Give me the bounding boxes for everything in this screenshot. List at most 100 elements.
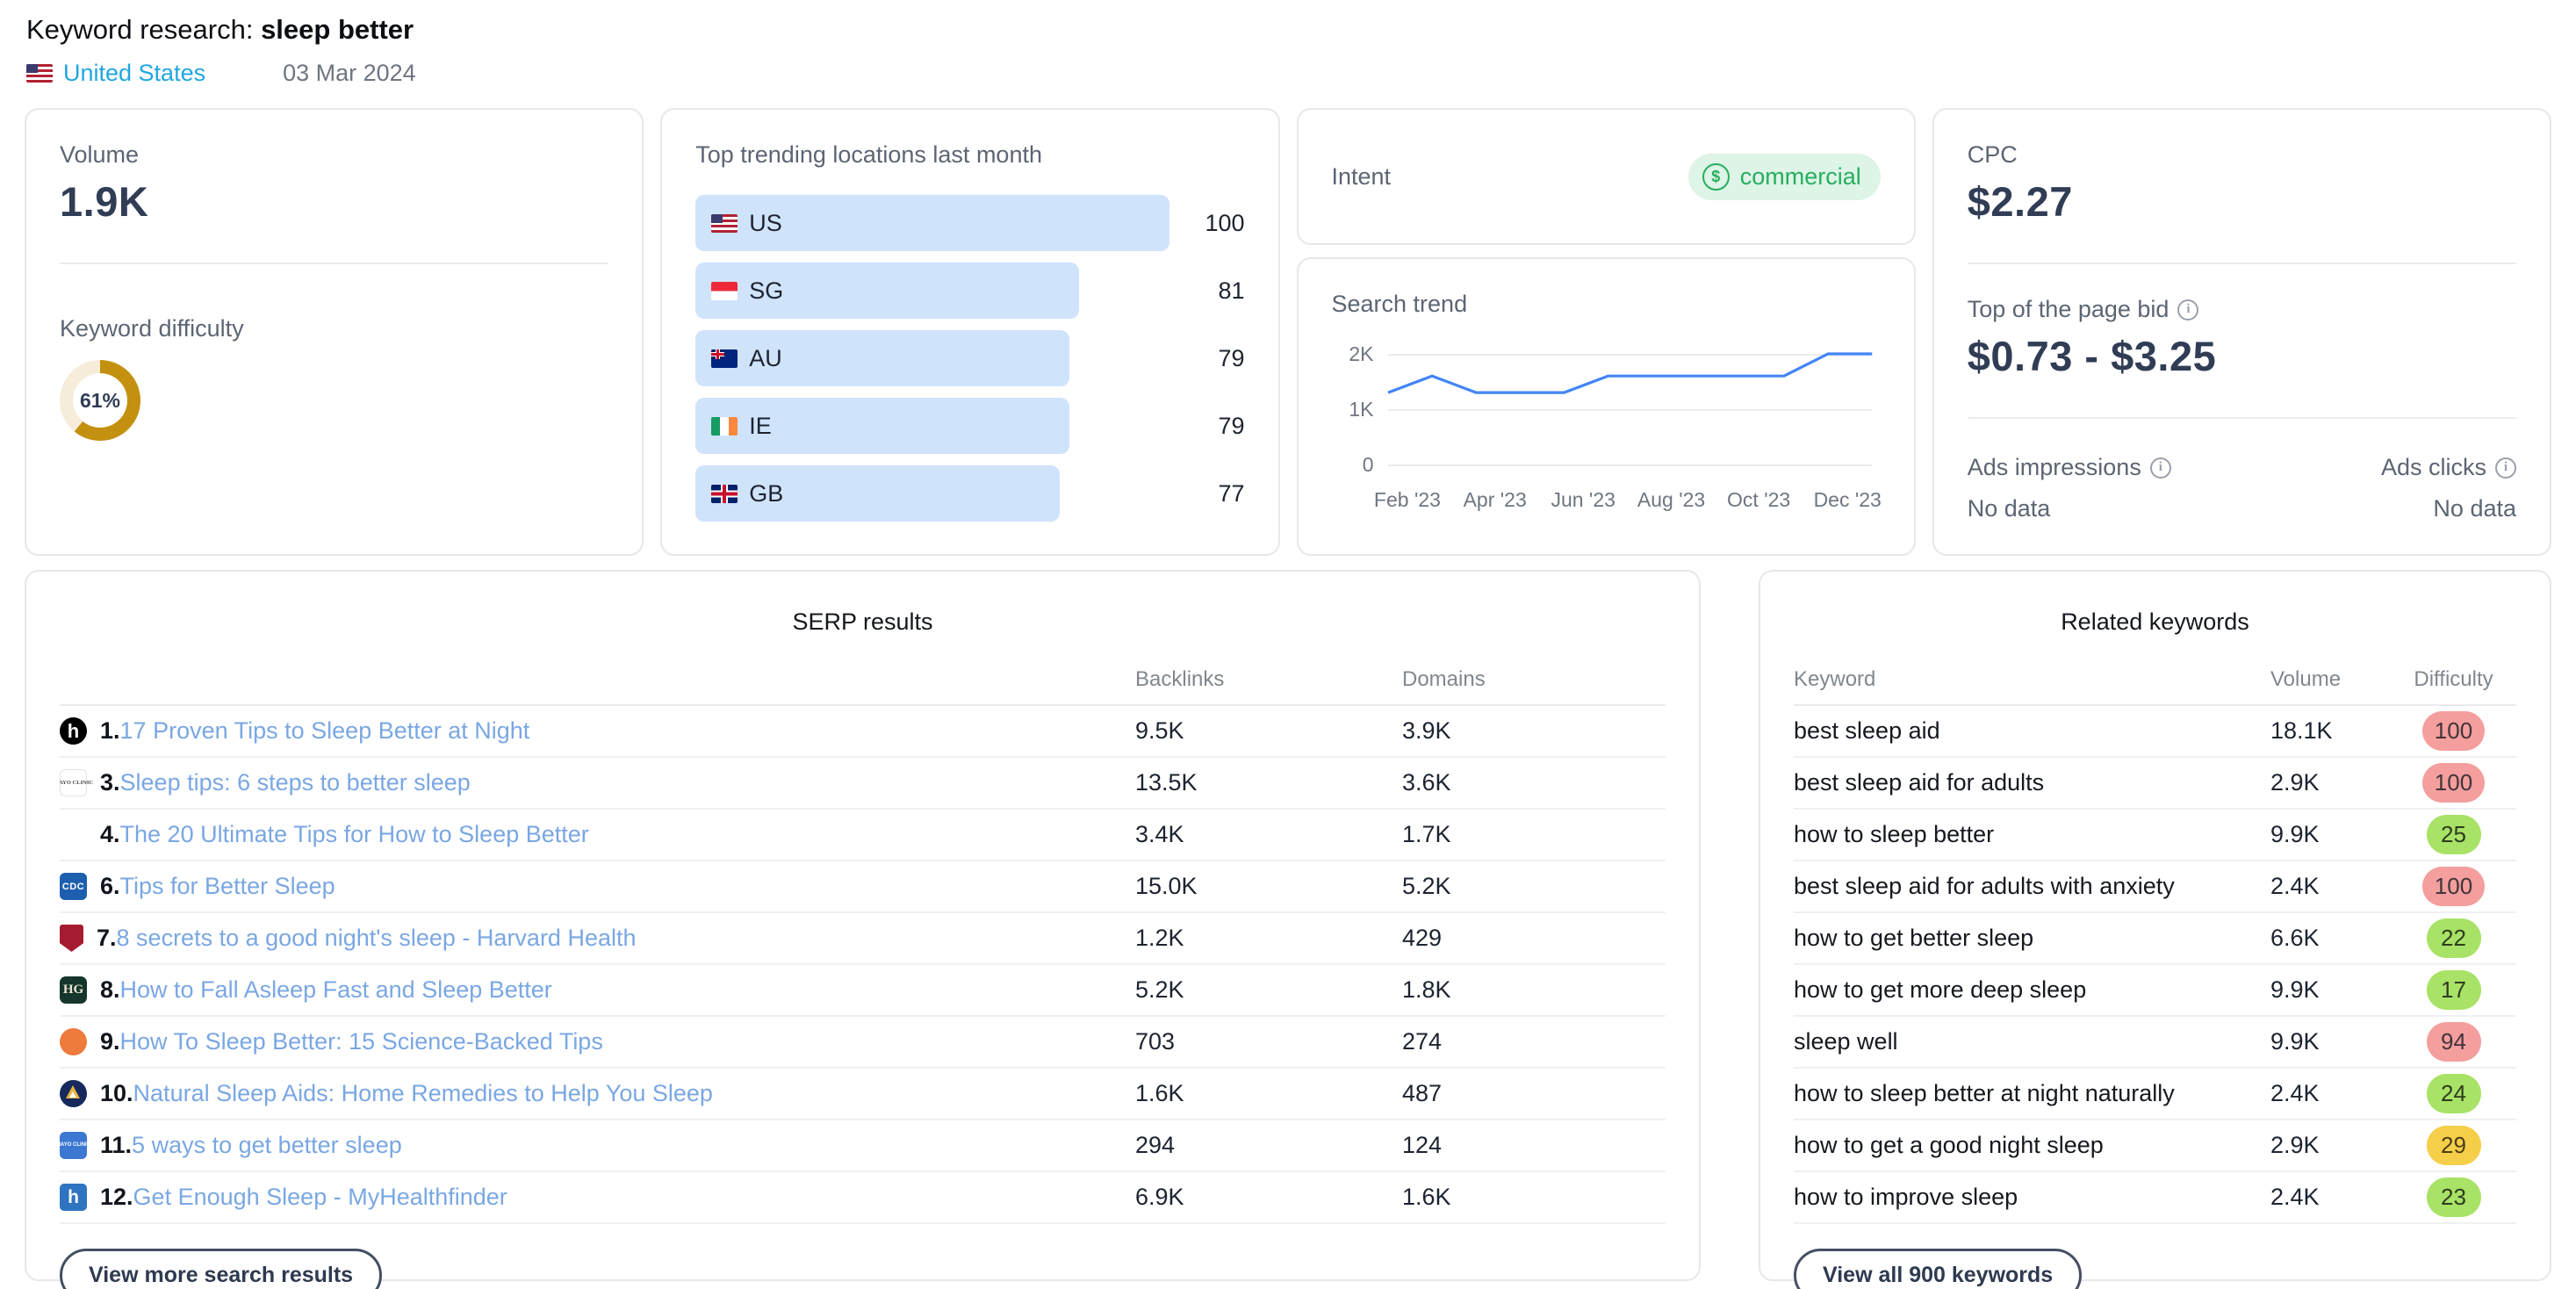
view-all-keywords-button[interactable]: View all 900 keywords — [1794, 1249, 2083, 1289]
serp-result-link[interactable]: Get Enough Sleep - MyHealthfinder — [133, 1184, 507, 1210]
keyword-text: how to get more deep sleep — [1794, 976, 2087, 1003]
keyword-text: best sleep aid — [1794, 717, 1940, 744]
country-selector[interactable]: United States — [26, 60, 205, 87]
gridline — [1387, 464, 1872, 466]
location-value: 79 — [1218, 412, 1245, 439]
serp-row: 10.Natural Sleep Aids: Home Remedies to … — [60, 1069, 1666, 1120]
keyword-volume: 2.4K — [2270, 1080, 2320, 1106]
ads-impressions-value: No data — [1967, 495, 2051, 522]
keyword-volume: 9.9K — [2270, 821, 2320, 847]
serp-result-link[interactable]: Natural Sleep Aids: Home Remedies to Hel… — [133, 1080, 713, 1106]
serp-rank: 6. — [100, 873, 120, 899]
location-code: GB — [749, 479, 784, 507]
difficulty-badge: 94 — [2426, 1022, 2481, 1062]
ads-clicks-value: No data — [2433, 495, 2516, 522]
trending-locations-card: Top trending locations last month US 100… — [660, 108, 1280, 556]
country-label[interactable]: United States — [63, 60, 206, 86]
location-bar-row: AU 79 — [695, 330, 1245, 386]
location-value: 81 — [1218, 277, 1245, 304]
serp-result-link[interactable]: The 20 Ultimate Tips for How to Sleep Be… — [119, 821, 589, 847]
difficulty-column-header: Difficulty — [2414, 667, 2493, 691]
volume-value: 1.9K — [60, 178, 149, 225]
serp-row: CDC 6.Tips for Better Sleep 15.0K 5.2K — [60, 861, 1666, 913]
serp-result-link[interactable]: Sleep tips: 6 steps to better sleep — [119, 769, 471, 796]
related-keyword-row: how to improve sleep 2.4K 23 — [1794, 1172, 2516, 1224]
serp-result-link[interactable]: How to Fall Asleep Fast and Sleep Better — [119, 976, 552, 1003]
view-more-search-results-button[interactable]: View more search results — [60, 1249, 383, 1289]
us-flag-icon — [711, 213, 738, 233]
x-tick-label: Apr '23 — [1463, 488, 1527, 511]
divider — [60, 263, 609, 264]
gb-flag-icon — [711, 484, 738, 503]
related-keyword-row: how to sleep better at night naturally 2… — [1794, 1069, 2516, 1120]
related-keyword-row: sleep well 9.9K 94 — [1794, 1017, 2516, 1069]
location-bar: IE — [695, 398, 1070, 454]
backlinks-value: 1.2K — [1135, 925, 1184, 951]
page-header: Keyword research: sleep better United St… — [0, 0, 2576, 87]
related-keyword-row: best sleep aid for adults 2.9K 100 — [1794, 758, 2516, 810]
x-tick-label: Feb '23 — [1373, 488, 1441, 511]
difficulty-badge: 17 — [2426, 970, 2481, 1010]
divider — [1967, 417, 2516, 419]
y-tick-label: 0 — [1362, 453, 1374, 476]
dollar-circle-icon: $ — [1702, 162, 1730, 191]
serp-result-link[interactable]: 5 ways to get better sleep — [132, 1132, 402, 1158]
x-tick-label: Oct '23 — [1727, 488, 1791, 511]
location-bar-row: GB 77 — [695, 465, 1245, 522]
gridline — [1387, 409, 1872, 411]
domains-column-header: Domains — [1402, 667, 1486, 691]
backlinks-value: 9.5K — [1135, 717, 1184, 744]
search-trend-title: Search trend — [1331, 291, 1468, 317]
domains-value: 274 — [1402, 1028, 1443, 1055]
page-title-keyword: sleep better — [261, 14, 414, 45]
serp-row: HG 8.How to Fall Asleep Fast and Sleep B… — [60, 965, 1666, 1017]
keyword-volume: 2.4K — [2270, 873, 2320, 899]
backlinks-value: 5.2K — [1135, 976, 1184, 1003]
serp-rank: 8. — [100, 976, 120, 1003]
serp-result-link[interactable]: How To Sleep Better: 15 Science-Backed T… — [119, 1028, 603, 1055]
serp-rank: 10. — [100, 1080, 133, 1106]
location-code: SG — [749, 277, 784, 304]
keyword-text: how to improve sleep — [1794, 1184, 2018, 1210]
serp-result-link[interactable]: 8 secrets to a good night's sleep - Harv… — [116, 925, 637, 951]
location-value: 77 — [1218, 479, 1245, 507]
info-icon[interactable] — [2177, 299, 2199, 320]
difficulty-badge: 29 — [2426, 1126, 2481, 1165]
domains-value: 5.2K — [1402, 873, 1451, 899]
hg-favicon: HG — [60, 976, 87, 1004]
search-trend-chart: 2K 1K 0 Feb '23 Apr '23 Jun '23 Aug '23 … — [1349, 342, 1881, 515]
backlinks-value: 1.6K — [1135, 1080, 1184, 1106]
serp-row: 7.8 secrets to a good night's sleep - Ha… — [60, 913, 1666, 965]
serp-result-link[interactable]: Tips for Better Sleep — [119, 873, 335, 899]
related-keyword-row: best sleep aid for adults with anxiety 2… — [1794, 861, 2516, 913]
y-tick-label: 2K — [1349, 342, 1374, 365]
location-value: 79 — [1218, 344, 1245, 371]
harvard-shield-favicon — [60, 925, 83, 952]
trending-locations-title: Top trending locations last month — [695, 141, 1042, 168]
serp-rank: 7. — [97, 925, 117, 951]
serp-rank: 9. — [100, 1028, 120, 1055]
related-keywords-title: Related keywords — [2061, 608, 2249, 635]
keyword-volume: 2.4K — [2270, 1184, 2320, 1210]
info-icon[interactable] — [2495, 457, 2516, 479]
location-value: 100 — [1205, 209, 1245, 236]
backlinks-value: 13.5K — [1135, 769, 1198, 796]
related-keyword-row: how to get better sleep 6.6K 22 — [1794, 913, 2516, 965]
location-bar-row: IE 79 — [695, 398, 1245, 454]
info-icon[interactable] — [2149, 457, 2171, 479]
keyword-text: how to get better sleep — [1794, 925, 2034, 951]
serp-rank: 3. — [100, 769, 120, 796]
healthfinder-favicon: h — [60, 1184, 87, 1211]
location-bar: AU — [695, 330, 1070, 386]
report-date: 03 Mar 2024 — [283, 60, 416, 86]
cpc-label: CPC — [1967, 141, 2018, 168]
serp-result-link[interactable]: 17 Proven Tips to Sleep Better at Night — [119, 717, 530, 744]
serp-row: 4.The 20 Ultimate Tips for How to Sleep … — [60, 810, 1666, 861]
backlinks-value: 6.9K — [1135, 1184, 1184, 1210]
domains-value: 1.6K — [1402, 1184, 1451, 1210]
location-bar-row: SG 81 — [695, 263, 1245, 319]
orange-circle-favicon — [60, 1028, 87, 1055]
location-bar: SG — [695, 263, 1080, 319]
domains-value: 429 — [1402, 925, 1443, 951]
location-bar-row: US 100 — [695, 195, 1245, 251]
